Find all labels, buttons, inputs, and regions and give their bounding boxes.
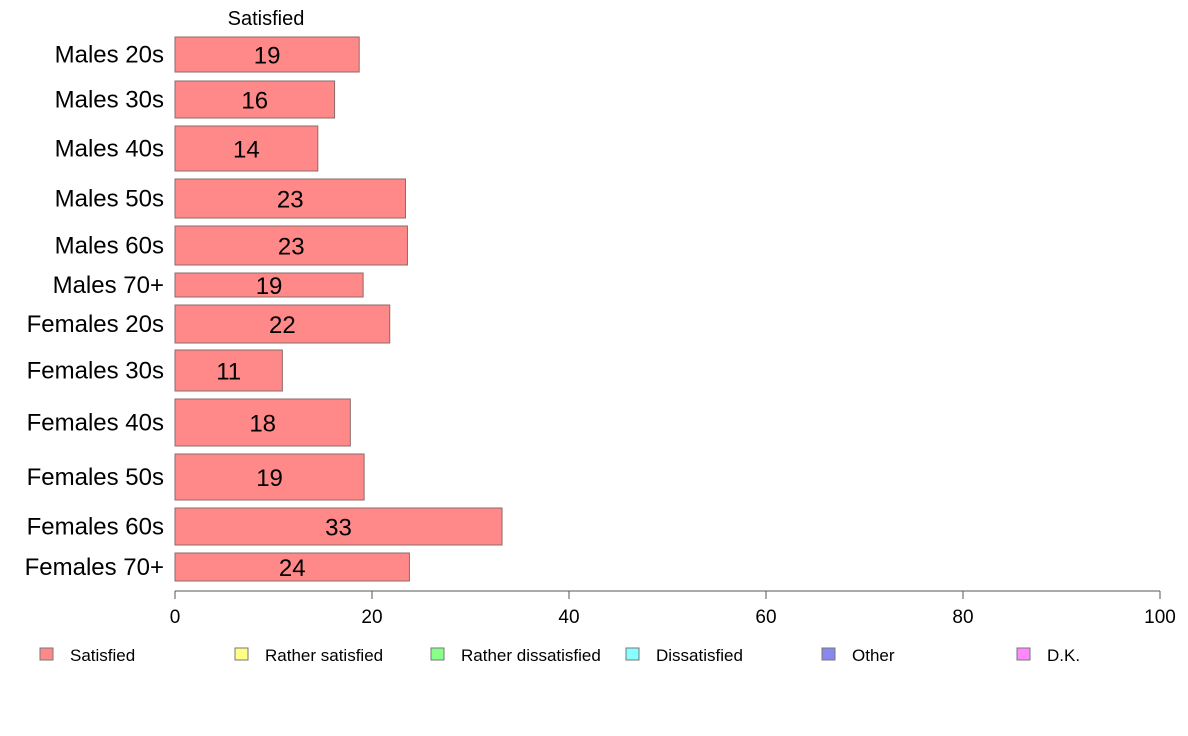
bar xyxy=(174,304,391,344)
legend-swatch xyxy=(1016,647,1031,661)
legend-label: Other xyxy=(852,646,895,665)
x-tick-label: 0 xyxy=(170,607,181,628)
value-label: 19 xyxy=(254,43,281,70)
bar xyxy=(174,552,410,582)
x-tick-label: 40 xyxy=(558,607,579,628)
category-label: Females 40s xyxy=(27,410,164,437)
legend-swatch xyxy=(821,647,836,661)
bar xyxy=(174,398,351,447)
bar xyxy=(174,272,364,298)
value-label: 24 xyxy=(279,555,306,582)
bar xyxy=(174,36,360,73)
bar xyxy=(174,225,408,266)
value-label: 11 xyxy=(216,359,241,386)
legend-swatch xyxy=(625,647,640,661)
category-label: Females 60s xyxy=(27,514,164,541)
legend-label: Rather satisfied xyxy=(265,646,383,665)
bar xyxy=(174,178,406,219)
value-label: 14 xyxy=(233,137,260,164)
category-label: Males 30s xyxy=(55,87,164,114)
bar xyxy=(174,349,283,392)
value-label: 33 xyxy=(325,515,352,542)
legend: Satisfied Rather satisfied Rather dissatis… xyxy=(39,646,1080,665)
x-axis: 0 20 40 60 80 100 xyxy=(170,590,1176,628)
category-label: Males 50s xyxy=(55,186,164,213)
x-tick-label: 60 xyxy=(755,607,776,628)
value-label: 19 xyxy=(256,273,283,300)
value-label: 16 xyxy=(241,88,268,115)
x-tick-label: 100 xyxy=(1144,607,1176,628)
value-label: 23 xyxy=(278,234,305,261)
category-label: Males 60s xyxy=(55,233,164,260)
legend-label: Rather dissatisfied xyxy=(461,646,601,665)
legend-swatch xyxy=(234,647,249,661)
bar xyxy=(174,125,319,172)
category-label: Females 20s xyxy=(27,311,164,338)
bar xyxy=(174,453,365,501)
x-tick-label: 20 xyxy=(361,607,382,628)
bar xyxy=(174,80,336,119)
value-label: 19 xyxy=(256,465,283,492)
value-label: 18 xyxy=(249,411,276,438)
category-label: Females 70+ xyxy=(25,554,164,581)
bars-group: Males 20s 19 Males 30s 16 Males 40s 14 Males 5… xyxy=(25,36,503,582)
category-label: Males 70+ xyxy=(53,272,164,299)
legend-label: Satisfied xyxy=(70,646,135,665)
value-label: 23 xyxy=(277,187,304,214)
legend-swatch xyxy=(39,647,54,661)
category-label: Females 50s xyxy=(27,464,164,491)
category-label: Males 20s xyxy=(55,42,164,69)
series-title: Satisfied xyxy=(228,8,305,30)
category-label: Females 30s xyxy=(27,358,164,385)
legend-label: Dissatisfied xyxy=(656,646,743,665)
value-label: 22 xyxy=(269,312,296,339)
bar xyxy=(174,507,503,546)
legend-label: D.K. xyxy=(1047,646,1080,665)
category-label: Males 40s xyxy=(55,136,164,163)
legend-swatch xyxy=(430,647,445,661)
x-tick-label: 80 xyxy=(952,607,973,628)
